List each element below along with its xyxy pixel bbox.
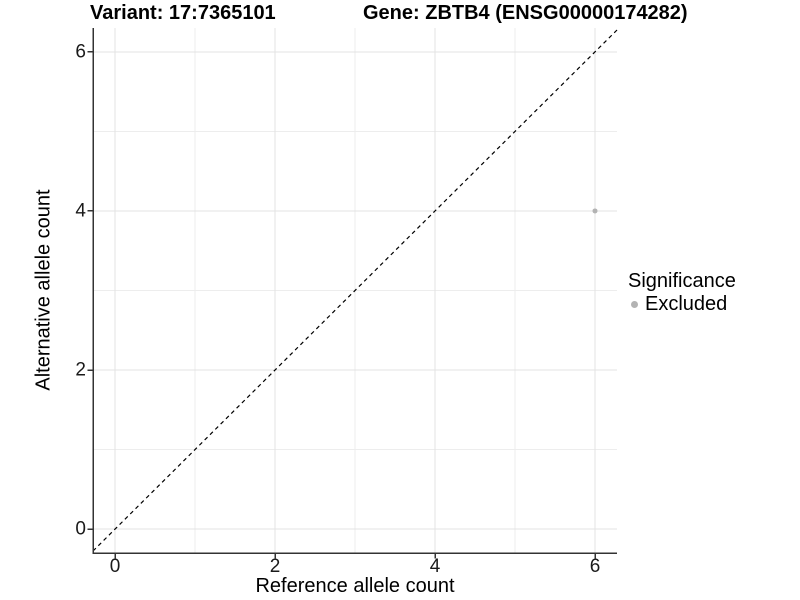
x-tick-label: 6	[589, 556, 601, 577]
plot-title-gene: Gene: ZBTB4 (ENSG00000174282)	[363, 2, 688, 24]
legend-item-label: Excluded	[645, 293, 728, 315]
y-tick-label: 0	[75, 518, 86, 540]
x-axis-title: Reference allele count	[255, 575, 455, 597]
y-tick-label: 6	[75, 41, 86, 63]
y-axis-title: Alternative allele count	[32, 189, 55, 391]
plot-title-variant: Variant: 17:7365101	[90, 2, 276, 24]
legend-point-icon	[631, 300, 638, 308]
legend-item: Excluded	[628, 293, 736, 315]
legend-title: Significance	[628, 270, 736, 292]
legend: Significance Excluded	[628, 269, 736, 315]
y-tick-label: 2	[75, 359, 86, 381]
x-tick-label: 0	[109, 556, 121, 577]
data-point	[592, 208, 598, 214]
x-tick-label: 4	[429, 556, 441, 577]
y-tick-label: 4	[75, 200, 86, 222]
identity-dashed-line	[92, 29, 618, 552]
x-tick-label: 2	[269, 556, 281, 577]
plot-panel	[87, 28, 618, 559]
